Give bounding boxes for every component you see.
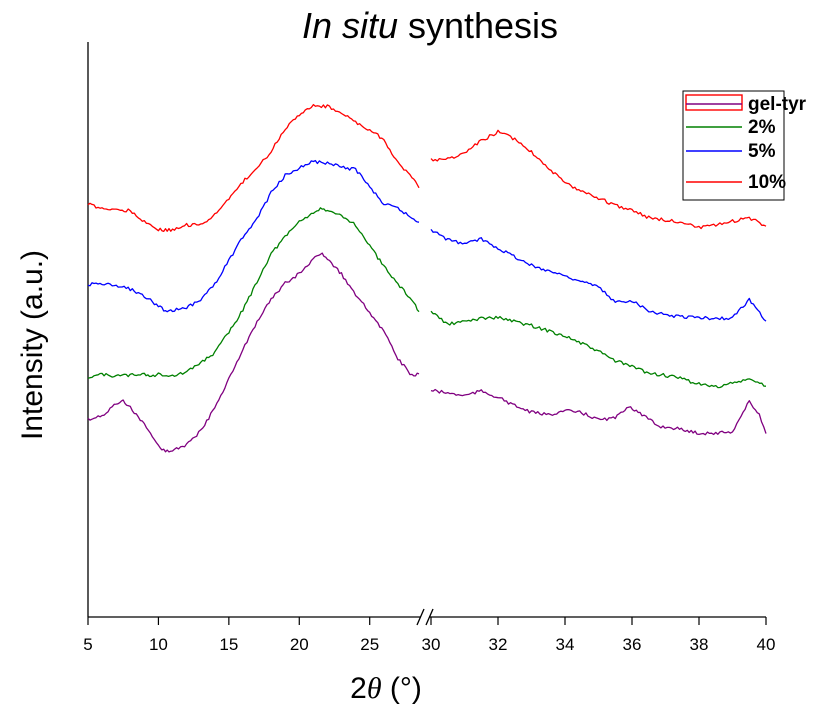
x-tick-label: 5 [83, 635, 92, 654]
x-tick-label: 36 [623, 635, 642, 654]
x-axis-label: 2θ (°) [350, 672, 422, 705]
series-line [87, 103, 420, 233]
x-tick-label: 10 [149, 635, 168, 654]
x-axis-label-symbol: θ [367, 672, 382, 705]
legend-label-gel-tyr: gel-tyr [748, 94, 807, 115]
x-tick-label: 32 [489, 635, 508, 654]
axes [87, 42, 766, 626]
series-line [87, 159, 420, 313]
legend: gel-tyr 2% 5% 10% [682, 90, 807, 201]
x-tick-label: 20 [290, 635, 309, 654]
series-line [430, 388, 767, 436]
series-line [430, 310, 767, 389]
series-line [87, 207, 420, 379]
legend-swatch-gel-tyr-outer [685, 94, 743, 111]
legend-label-5pct: 5% [748, 141, 776, 162]
series-gel-tyr [87, 252, 767, 453]
chart-title-rest: synthesis [398, 5, 558, 46]
chart-title-italic: In situ [302, 5, 398, 46]
axis-break-mark [416, 608, 425, 626]
legend-label-10pct: 10% [748, 172, 786, 193]
series-layer [87, 103, 767, 453]
x-tick-label: 38 [690, 635, 709, 654]
series-5pct [87, 159, 767, 322]
legend-label-2pct: 2% [748, 117, 776, 138]
y-axis-label: Intensity (a.u.) [16, 250, 49, 440]
chart-title: In situ synthesis [302, 5, 558, 46]
series-line [430, 229, 767, 322]
x-tick-label: 25 [360, 635, 379, 654]
series-2pct [87, 207, 767, 389]
x-axis-label-prefix: 2 [350, 672, 367, 705]
x-tick-label: 15 [219, 635, 238, 654]
x-tick-label: 40 [757, 635, 776, 654]
series-line [430, 129, 767, 230]
x-tick-label: 34 [556, 635, 575, 654]
x-tick-label: 30 [422, 635, 441, 654]
series-10pct [87, 103, 767, 233]
x-axis-label-suffix: (°) [382, 672, 422, 705]
x-ticks: 5 10 15 20 25 30 32 34 36 38 40 [83, 617, 775, 654]
series-line [87, 252, 420, 453]
axis-break-mark [425, 608, 434, 626]
